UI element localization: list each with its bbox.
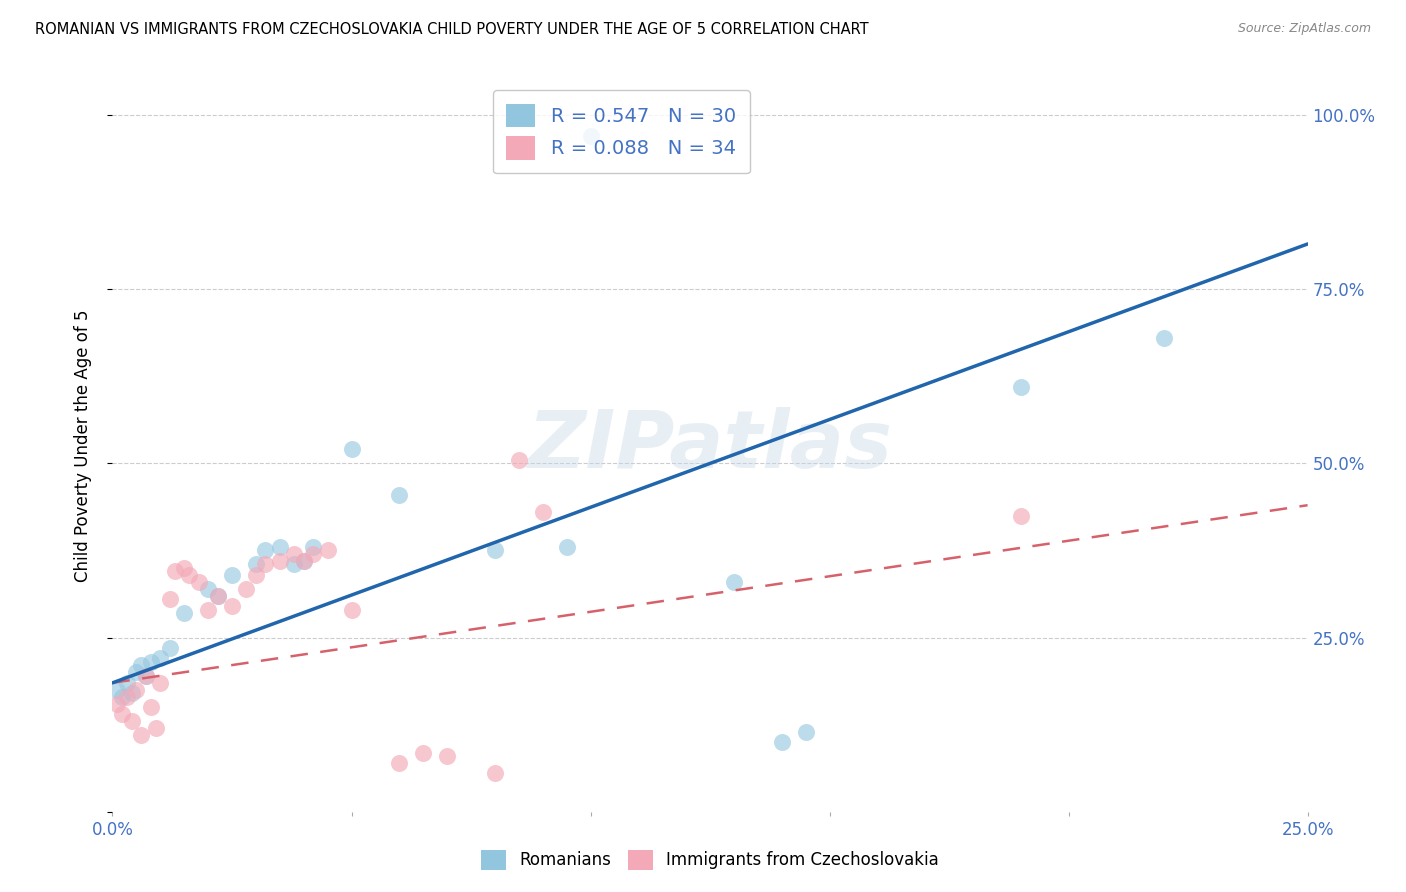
- Point: [221, 567, 243, 582]
- Point: [292, 554, 315, 568]
- Point: [207, 589, 229, 603]
- Point: [316, 543, 339, 558]
- Point: [115, 676, 138, 690]
- Point: [125, 682, 148, 697]
- Point: [1010, 508, 1032, 523]
- Point: [269, 554, 291, 568]
- Point: [111, 707, 134, 722]
- Text: Source: ZipAtlas.com: Source: ZipAtlas.com: [1237, 22, 1371, 36]
- Text: ROMANIAN VS IMMIGRANTS FROM CZECHOSLOVAKIA CHILD POVERTY UNDER THE AGE OF 5 CORR: ROMANIAN VS IMMIGRANTS FROM CZECHOSLOVAK…: [35, 22, 869, 37]
- Point: [139, 700, 162, 714]
- Point: [129, 728, 152, 742]
- Point: [269, 540, 291, 554]
- Point: [121, 714, 143, 728]
- Point: [145, 721, 167, 735]
- Point: [770, 735, 793, 749]
- Legend: Romanians, Immigrants from Czechoslovakia: Romanians, Immigrants from Czechoslovaki…: [474, 843, 946, 877]
- Point: [149, 676, 172, 690]
- Point: [1153, 331, 1175, 345]
- Point: [197, 582, 219, 596]
- Point: [207, 589, 229, 603]
- Point: [173, 606, 195, 620]
- Point: [388, 756, 411, 770]
- Point: [221, 599, 243, 614]
- Point: [723, 574, 745, 589]
- Point: [121, 686, 143, 700]
- Point: [484, 543, 506, 558]
- Point: [125, 665, 148, 680]
- Point: [508, 453, 530, 467]
- Point: [135, 669, 157, 683]
- Point: [412, 746, 434, 760]
- Point: [555, 540, 578, 554]
- Point: [283, 547, 305, 561]
- Point: [340, 603, 363, 617]
- Point: [340, 442, 363, 457]
- Point: [484, 766, 506, 780]
- Point: [302, 540, 325, 554]
- Point: [163, 565, 186, 579]
- Point: [254, 543, 277, 558]
- Point: [139, 655, 162, 669]
- Point: [579, 128, 602, 143]
- Point: [1010, 380, 1032, 394]
- Point: [235, 582, 257, 596]
- Text: ZIPatlas: ZIPatlas: [527, 407, 893, 485]
- Point: [245, 567, 267, 582]
- Point: [187, 574, 209, 589]
- Point: [159, 640, 181, 655]
- Point: [794, 724, 817, 739]
- Point: [302, 547, 325, 561]
- Y-axis label: Child Poverty Under the Age of 5: Child Poverty Under the Age of 5: [73, 310, 91, 582]
- Point: [292, 554, 315, 568]
- Point: [149, 651, 172, 665]
- Point: [159, 592, 181, 607]
- Point: [254, 558, 277, 572]
- Point: [135, 669, 157, 683]
- Point: [531, 505, 554, 519]
- Point: [105, 682, 128, 697]
- Point: [388, 488, 411, 502]
- Point: [105, 697, 128, 711]
- Point: [436, 749, 458, 764]
- Point: [115, 690, 138, 704]
- Point: [129, 658, 152, 673]
- Point: [177, 567, 200, 582]
- Point: [111, 690, 134, 704]
- Point: [173, 561, 195, 575]
- Point: [245, 558, 267, 572]
- Point: [197, 603, 219, 617]
- Point: [283, 558, 305, 572]
